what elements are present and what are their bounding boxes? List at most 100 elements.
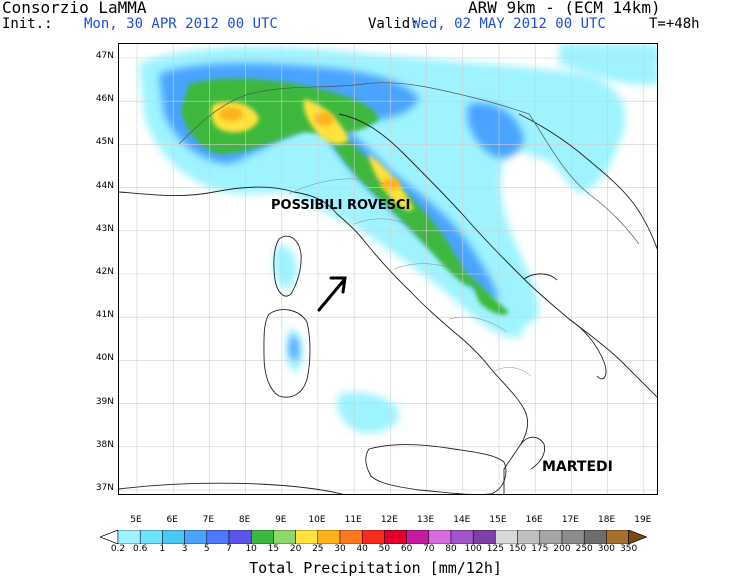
colorbar-tick-label: 60 (400, 544, 413, 554)
longitude-label: 18E (598, 515, 616, 525)
country-borders (178, 82, 640, 245)
longitude-label: 10E (308, 515, 326, 525)
precip-peak-liguria (382, 178, 400, 190)
colorbar-bin (450, 530, 474, 544)
latitude-label: 42N (95, 267, 114, 277)
colorbar-tick-label: 250 (575, 544, 593, 554)
lat-lon-grid (119, 44, 657, 494)
colorbar-tick-label: 150 (509, 544, 527, 554)
latitude-label: 43N (95, 223, 114, 234)
organization-title: Consorzio LaMMA (2, 0, 147, 17)
forecast-step: T=+48h (649, 16, 700, 32)
precip-north-east-mid (467, 103, 524, 158)
init-label: Init.: (2, 16, 53, 32)
longitude-label: 7E (202, 515, 215, 525)
colorbar-tick-label: 0.6 (133, 544, 148, 554)
colorbar-bin (539, 530, 563, 544)
colorbar-tick-label: 30 (334, 544, 346, 554)
colorbar-bin (517, 530, 541, 544)
precip-peak-alps (219, 107, 243, 121)
colorbar-title: Total Precipitation [mm/12h] (249, 559, 502, 577)
precip-sardinia-mid (289, 335, 299, 361)
colorbar-tick-label: 1 (159, 544, 166, 554)
longitude-label: 6E (166, 515, 178, 525)
arrow-shaft (317, 278, 346, 312)
colorbar-bin (273, 530, 296, 544)
colorbar-bin (317, 530, 341, 544)
precipitation-map: POSSIBILI ROVESCI MARTEDI (118, 43, 658, 495)
colorbar-bin (384, 530, 407, 544)
colorbar-tick-label: 175 (531, 544, 549, 554)
precipitation-colorbar (100, 530, 648, 544)
coastlines (119, 113, 657, 494)
colorbar-bin (117, 530, 141, 544)
arrow-annotation (317, 276, 347, 312)
colorbar-bin (561, 530, 585, 544)
model-title: ARW 9km - (ECM 14km) (468, 0, 661, 17)
precip-tyrrhenian (337, 392, 400, 433)
coastline-calabria (520, 436, 546, 470)
latitude-label: 46N (95, 94, 114, 105)
colorbar-tick-label: 70 (423, 544, 435, 554)
colorbar-min-arrow (100, 530, 119, 544)
longitude-label: 14E (453, 515, 471, 525)
showers-annotation: POSSIBILI ROVESCI (271, 198, 411, 213)
longitude-label: 12E (380, 515, 398, 525)
colorbar-bin (184, 530, 208, 544)
colorbar-tick-label: 350 (620, 544, 638, 554)
colorbar-tick-label: 25 (312, 544, 324, 554)
longitude-label: 19E (634, 515, 652, 525)
colorbar-tick-label: 125 (486, 544, 504, 554)
region-border-4 (448, 316, 508, 333)
colorbar-tick-label: 40 (356, 544, 368, 554)
latitude-label: 45N (95, 137, 114, 148)
init-date: Mon, 30 APR 2012 00 UTC (84, 16, 278, 32)
colorbar-tick-label: 0.2 (110, 544, 126, 554)
longitude-label: 16E (525, 515, 543, 525)
colorbar-bin (361, 530, 385, 544)
colorbar-bin (295, 530, 319, 544)
colorbar-tick-label: 5 (203, 544, 210, 554)
precipitation-field (139, 44, 657, 433)
valid-label: Valid: (368, 16, 419, 32)
border-alps (178, 82, 530, 145)
precip-corsica (273, 245, 297, 289)
longitude-label: 8E (238, 515, 251, 525)
colorbar-bin (250, 530, 274, 544)
longitude-label: 9E (275, 515, 287, 525)
region-border-3 (393, 263, 470, 277)
latitude-label: 39N (95, 396, 114, 407)
coastline-sicily (365, 444, 507, 494)
colorbar-bin (583, 530, 607, 544)
colorbar-tick-label: 80 (445, 544, 457, 554)
latitude-label: 38N (95, 439, 114, 450)
longitude-label: 13E (417, 515, 435, 525)
region-border-2 (353, 218, 425, 235)
arrow-head (329, 276, 347, 294)
colorbar-tick-label: 3 (181, 544, 188, 554)
precip-apennines-light (269, 168, 524, 338)
coastline-gargano (523, 273, 558, 281)
longitude-label: 17E (561, 515, 579, 525)
colorbar-max-arrow (628, 530, 648, 544)
day-annotation: MARTEDI (542, 459, 613, 475)
region-border-5 (488, 367, 532, 377)
colorbar-bin (428, 530, 452, 544)
colorbar-tick-label: 7 (226, 544, 232, 554)
colorbar-bin (472, 530, 496, 544)
coastline-heel (568, 318, 607, 380)
regional-borders (288, 178, 532, 377)
latitude-label: 37N (95, 483, 114, 493)
colorbar-tick-label: 15 (267, 544, 280, 554)
map-canvas (119, 44, 657, 494)
colorbar-bin (495, 530, 518, 544)
colorbar-tick-label: 20 (289, 544, 302, 554)
coastline-corsica (273, 235, 302, 297)
colorbar-bin (139, 530, 163, 544)
colorbar-bin (339, 530, 363, 544)
coastline-mainland (119, 186, 529, 494)
longitude-label: 5E (130, 515, 142, 525)
border-balkans (528, 113, 640, 245)
longitude-label: 11E (344, 515, 362, 525)
coastline-balkans (518, 113, 657, 250)
